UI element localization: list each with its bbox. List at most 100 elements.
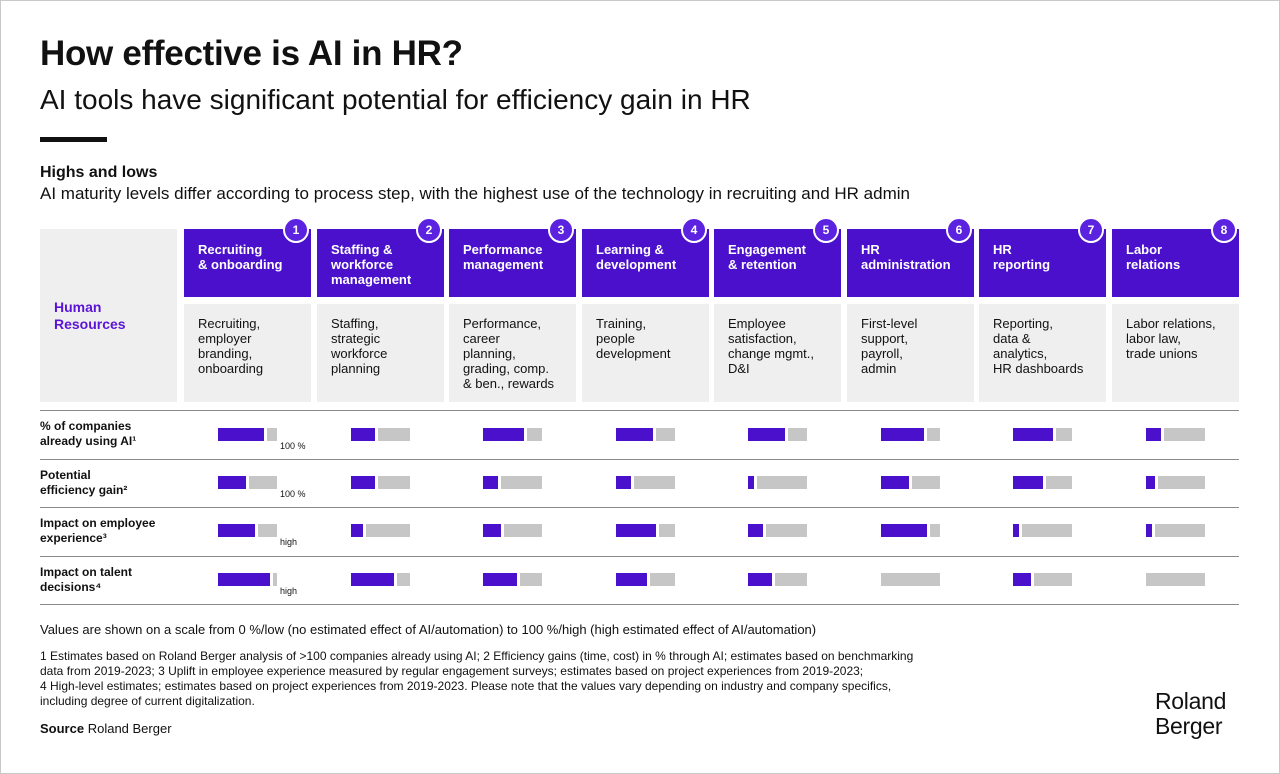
- metric-bar: [881, 524, 940, 537]
- metric-bar: [881, 573, 940, 586]
- metric-bar-fill: [1146, 524, 1152, 537]
- metric-bar-gap: [501, 524, 504, 537]
- metric-bar-fill: [616, 524, 656, 537]
- metric-bar: [218, 428, 277, 441]
- metric-label: Impact on talent decisions⁴: [40, 565, 133, 594]
- metric-label: % of companies already using AI¹: [40, 419, 137, 448]
- metric-bar: [748, 428, 807, 441]
- metric-bar-gap: [375, 428, 378, 441]
- metric-bar-fill: [881, 428, 924, 441]
- process-number-badge: 2: [416, 217, 442, 243]
- metric-bar: [1146, 476, 1205, 489]
- source-label: Source: [40, 721, 85, 736]
- process-number-badge: 3: [548, 217, 574, 243]
- process-description: Reporting, data & analytics, HR dashboar…: [979, 304, 1106, 402]
- metric-bar-gap: [631, 476, 634, 489]
- source: Source Roland Berger: [40, 721, 172, 736]
- process-column: HR reporting 7 Reporting, data & analytics…: [979, 217, 1106, 402]
- metric-bar-gap: [754, 476, 757, 489]
- metric-bar: [748, 476, 807, 489]
- metric-bar-gap: [1043, 476, 1046, 489]
- metric-bar: [1013, 524, 1072, 537]
- metric-bar: [351, 428, 410, 441]
- process-description: Staffing, strategic workforce planning: [317, 304, 444, 402]
- metric-bar-fill: [218, 573, 270, 586]
- process-name: Recruiting & onboarding: [184, 229, 311, 297]
- metric-bar-gap: [656, 524, 659, 537]
- process-description: Labor relations, labor law, trade unions: [1112, 304, 1239, 402]
- process-column: HR administration 6 First-level support, p…: [847, 217, 974, 402]
- footnote-line: 4 High-level estimates; estimates based …: [40, 679, 892, 693]
- metric-bar-gap: [375, 476, 378, 489]
- footnotes: 1 Estimates based on Roland Berger analy…: [40, 649, 1120, 709]
- process-column: Recruiting & onboarding 1 Recruiting, empl…: [184, 217, 311, 402]
- section-title: Highs and lows: [40, 164, 158, 181]
- metric-bar-gap: [785, 428, 788, 441]
- process-column: Performance management 3 Performance, care…: [449, 217, 576, 402]
- metric-bar-gap: [1161, 428, 1164, 441]
- metric-bar-gap: [927, 524, 930, 537]
- metric-bar-fill: [1013, 476, 1043, 489]
- process-description: Performance, career planning, grading, c…: [449, 304, 576, 402]
- metric-bar-fill: [748, 524, 763, 537]
- metric-bar: [351, 573, 410, 586]
- footnote-line: 1 Estimates based on Roland Berger analy…: [40, 649, 914, 663]
- process-number-badge: 4: [681, 217, 707, 243]
- metric-bar: [218, 476, 277, 489]
- metric-bar: [1013, 428, 1072, 441]
- row-divider: [40, 410, 1239, 411]
- section-subtitle: AI maturity levels differ according to p…: [40, 184, 910, 203]
- metric-bar: [483, 428, 542, 441]
- metric-bar-fill: [616, 476, 631, 489]
- metric-bar: [1146, 573, 1205, 586]
- metric-bar-gap: [270, 573, 273, 586]
- process-number-badge: 5: [813, 217, 839, 243]
- metric-bar-fill: [616, 428, 653, 441]
- metric-bar: [1146, 428, 1205, 441]
- process-number-badge: 1: [283, 217, 309, 243]
- page-subtitle: AI tools have significant potential for …: [40, 84, 751, 115]
- scale-max-label: high: [280, 586, 298, 596]
- scale-note: Values are shown on a scale from 0 %/low…: [40, 622, 817, 637]
- scale-max-label: high: [280, 537, 298, 547]
- metric-bar: [616, 428, 675, 441]
- row-header-box: Human Resources: [40, 229, 177, 402]
- metric-bar: [351, 476, 410, 489]
- metric-bar: [483, 476, 542, 489]
- metric-bar-fill: [1013, 428, 1053, 441]
- metric-bar: [483, 524, 542, 537]
- metric-bar-fill: [483, 476, 498, 489]
- metric-bar-gap: [394, 573, 397, 586]
- metric-bar-gap: [653, 428, 656, 441]
- metric-bar-gap: [772, 573, 775, 586]
- metric-bar-fill: [351, 573, 394, 586]
- metric-bar-fill: [483, 428, 524, 441]
- metric-bar-fill: [1146, 476, 1155, 489]
- process-description: First-level support, payroll, admin: [847, 304, 974, 402]
- metric-bar-gap: [255, 524, 258, 537]
- metric-bar-gap: [524, 428, 527, 441]
- row-header-label: Human Resources: [54, 299, 126, 332]
- metric-bar: [351, 524, 410, 537]
- process-number-badge: 7: [1078, 217, 1104, 243]
- metric-bar-gap: [909, 476, 912, 489]
- metric-bar-fill: [351, 428, 375, 441]
- metric-bar: [1013, 573, 1072, 586]
- metric-bar-fill: [1146, 428, 1161, 441]
- metric-bar-fill: [483, 573, 517, 586]
- metric-bar: [483, 573, 542, 586]
- scale-max-label: 100 %: [280, 489, 306, 499]
- metric-bar-fill: [748, 573, 772, 586]
- metric-bar-fill: [748, 428, 785, 441]
- metric-bar: [748, 524, 807, 537]
- metric-bar-fill: [616, 573, 647, 586]
- row-divider: [40, 507, 1239, 508]
- source-text: Roland Berger: [87, 721, 172, 736]
- footnote-line: including degree of current digitalizati…: [40, 694, 255, 708]
- metric-bar: [881, 428, 940, 441]
- metric-bar-fill: [1013, 573, 1031, 586]
- process-description: Training, people development: [582, 304, 709, 402]
- metric-bar-fill: [351, 476, 375, 489]
- metric-bar: [616, 476, 675, 489]
- process-description: Employee satisfaction, change mgmt., D&I: [714, 304, 841, 402]
